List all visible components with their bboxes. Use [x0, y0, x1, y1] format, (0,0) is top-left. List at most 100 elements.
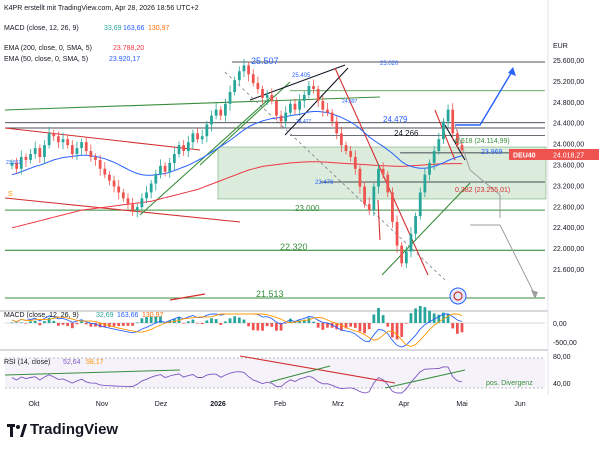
macd-bar — [108, 323, 111, 327]
candle-body — [460, 145, 464, 150]
candle-body — [377, 168, 380, 187]
candle-body — [400, 245, 404, 264]
macd-bar — [80, 320, 83, 323]
macd-bar — [159, 316, 162, 323]
macd-bar — [38, 323, 42, 326]
rsi-tick-40: 40,00 — [553, 381, 571, 388]
macd-bar — [428, 310, 431, 323]
wedge-lower — [284, 67, 349, 136]
target-circle[interactable] — [449, 287, 467, 305]
tradingview-logo-icon[interactable] — [7, 424, 27, 437]
candle-body — [210, 115, 213, 125]
candle-body — [131, 204, 134, 211]
macd-tick-zero: 0,00 — [553, 321, 567, 328]
macd-panel-v2: 163,66 — [117, 312, 139, 319]
time-tick: Okt — [29, 401, 40, 408]
macd-bar — [391, 323, 394, 338]
candle-body — [270, 94, 274, 101]
macd-bar — [205, 320, 209, 323]
macd-bar — [191, 319, 195, 323]
macd-bar — [326, 323, 329, 328]
candle-body — [312, 86, 315, 90]
dashed-diagonal — [224, 71, 446, 281]
red-trendline-left — [4, 127, 201, 151]
macd-bar — [349, 323, 353, 327]
candle-body — [33, 148, 37, 155]
candle-body — [284, 112, 288, 122]
macd-bar — [460, 323, 464, 333]
macd-bar — [414, 308, 417, 323]
rsi-green-line-1 — [269, 365, 331, 383]
candle-body — [423, 174, 427, 193]
candle-body — [205, 124, 209, 137]
tradingview-logo-text[interactable]: TradingView — [30, 421, 119, 438]
candle-body — [94, 156, 97, 160]
rsi-green-line-2 — [384, 369, 466, 389]
macd-bar — [219, 323, 223, 325]
candle-body — [43, 145, 46, 157]
gray-projection-2 — [499, 224, 536, 296]
candle-body — [103, 168, 107, 175]
macd-bar — [233, 316, 237, 323]
candle-body — [191, 133, 195, 143]
candle-body — [455, 133, 459, 146]
macd-bar — [84, 323, 88, 325]
price-axis[interactable]: 25.600,00 25.200,00 24.800,00 24.400,00 24.0… — [553, 58, 584, 274]
macd-bar — [256, 323, 260, 331]
macd-signal-line — [11, 313, 463, 347]
macd-bar — [112, 323, 116, 327]
candle-body — [446, 109, 450, 122]
price-tag-value: 24.018,27 — [553, 153, 584, 160]
macd-bar — [57, 323, 60, 326]
macd-bar — [149, 316, 153, 323]
candle-body — [349, 151, 353, 157]
macd-bar — [455, 323, 459, 334]
macd-bar — [33, 320, 37, 323]
candle-body — [163, 165, 167, 172]
level-label-25020: 25.020 — [380, 61, 399, 67]
candle-body — [404, 251, 408, 264]
ema50-legend-value: 23.920,17 — [109, 56, 140, 63]
candle-body — [233, 80, 237, 92]
candle-body — [177, 145, 181, 155]
ema50-line — [11, 111, 463, 176]
ema50-legend-label: EMA (50, close, 0, SMA, 5) — [4, 56, 88, 63]
time-axis[interactable]: Okt Nov Dez 2026 Feb Mrz Apr Mai Jun — [29, 401, 526, 408]
rsi-panel-v2: 58,17 — [86, 359, 104, 366]
macd-bar — [293, 322, 297, 323]
macd-bar — [377, 307, 380, 323]
macd-legend-v3: 130,97 — [148, 25, 170, 32]
macd-bar — [363, 323, 366, 334]
candle-body — [432, 151, 436, 163]
candle-body — [358, 168, 362, 187]
macd-bar — [261, 323, 264, 331]
candle-body — [395, 221, 399, 246]
candle-body — [367, 204, 371, 211]
rsi-green-line-left — [4, 369, 181, 376]
macd-bar — [251, 323, 255, 331]
consolidation-zone — [217, 146, 547, 200]
candle-body — [391, 192, 394, 222]
wedge-upper — [249, 64, 346, 101]
price-tick: 25.200,00 — [553, 79, 584, 86]
time-tick: Mai — [456, 401, 468, 408]
candle-body — [428, 162, 431, 175]
red-bottom-stub — [169, 293, 206, 301]
macd-bar — [400, 323, 404, 337]
level-label-25507: 25.507 — [251, 56, 279, 66]
ema200-legend-value: 23.788,20 — [113, 45, 144, 52]
candle-body — [251, 74, 255, 84]
candle-body — [168, 162, 172, 172]
price-tick: 22.800,00 — [553, 204, 584, 211]
macd-bar — [451, 323, 455, 329]
macd-bar — [66, 323, 70, 327]
macd-histogram — [10, 305, 464, 340]
candle-body — [288, 103, 292, 113]
candle-body — [52, 133, 56, 137]
candle-body — [242, 65, 246, 72]
candles — [10, 58, 464, 269]
candle-body — [224, 103, 227, 116]
macd-bar — [131, 323, 134, 326]
candle-body — [256, 83, 260, 90]
